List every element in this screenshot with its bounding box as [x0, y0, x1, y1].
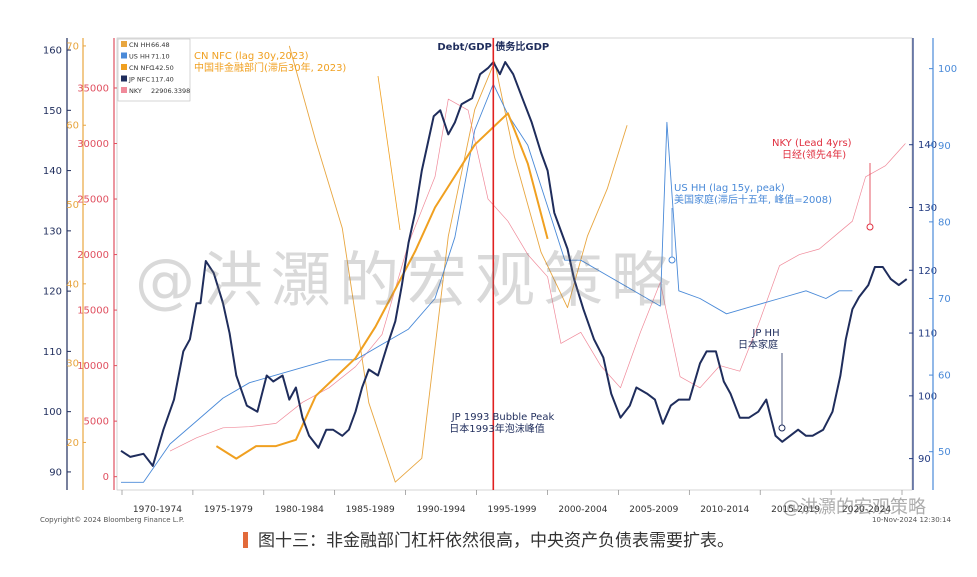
nky_axis-tick-label: 25000: [77, 195, 109, 206]
cn_hh_axis-tick-label: 30: [66, 359, 79, 370]
jp_hh_axis-tick-label: 90: [49, 467, 62, 478]
x-tick-label: 1980-1984: [275, 505, 324, 515]
x-tick-label: 2010-2014: [700, 505, 749, 515]
us_hh_axis-tick-label: 50: [938, 447, 951, 458]
legend-swatch: [121, 41, 127, 47]
legend-name: CN NFC: [129, 64, 154, 72]
nky-marker: [866, 223, 874, 231]
jp_hh_axis-tick-label: 160: [43, 46, 62, 57]
legend-swatch: [121, 52, 127, 59]
caption-text: 图十三：非金融部门杠杆依然很高，中央资产负债表需要扩表。: [258, 531, 734, 551]
us-hh-marker: [668, 256, 676, 264]
chart-title: Debt/GDP 债务比GDP: [437, 40, 549, 53]
cn-nfc-leader: [377, 75, 401, 231]
series-line-us-hh: [121, 83, 853, 483]
x-tick-label: 1970-1974: [133, 505, 182, 515]
caption-accent-bar: [243, 532, 248, 548]
nky_axis-tick-label: 35000: [77, 83, 109, 94]
us-hh-label-en: US HH (lag 15y, peak): [674, 183, 785, 194]
nky_axis-tick-label: 15000: [77, 306, 109, 317]
us_hh_axis-tick-label: 90: [938, 141, 951, 152]
cn_hh_axis-tick-label: 50: [66, 200, 79, 211]
x-tick-label: 2015-2019: [771, 505, 820, 515]
jp_hh_axis-tick-label: 150: [43, 106, 62, 117]
series-line-nky: [169, 98, 906, 452]
jp_hh_axis-tick-label: 140: [43, 166, 62, 177]
legend-value: 22906.3398: [151, 87, 190, 95]
legend-swatch: [121, 87, 127, 93]
x-tick-label: 1985-1989: [346, 505, 395, 515]
jp_hh_axis-tick-label: 120: [43, 287, 62, 298]
nfc_axis-tick-label: 120: [918, 266, 937, 277]
legend-value: 71.10: [151, 53, 170, 61]
watermark-small: @洪灝的宏观策略: [782, 497, 926, 518]
legend-name: JP NFC: [128, 76, 151, 84]
x-tick-label: 2020-2024: [842, 505, 891, 515]
jp-hh-label-en: JP HH: [751, 328, 779, 339]
legend-name: NKY: [129, 87, 142, 95]
nky_axis-tick-label: 5000: [84, 417, 109, 428]
nky_axis-tick-label: 30000: [77, 139, 109, 150]
x-tick-label: 2005-2009: [629, 505, 678, 515]
jp-bubble-label-en: JP 1993 Bubble Peak: [451, 412, 555, 423]
nfc_axis-tick-label: 100: [918, 391, 937, 402]
x-tick-label: 1990-1994: [417, 505, 466, 515]
timestamp-text: 10-Nov-2024 12:30:14: [872, 516, 951, 524]
nky-label-cn: 日经(领先4年): [782, 148, 846, 161]
legend-name: US HH: [129, 53, 150, 61]
us_hh_axis-tick-label: 70: [938, 294, 951, 305]
nky_axis-tick-label: 0: [103, 472, 109, 483]
cn_hh_axis-tick-label: 60: [66, 121, 79, 132]
plot-area: [116, 37, 913, 491]
nfc_axis-tick-label: 130: [918, 203, 937, 214]
nfc_axis-tick-label: 140: [918, 140, 937, 151]
nfc_axis-tick-label: 110: [918, 329, 937, 340]
legend-value: 142.50: [151, 64, 174, 72]
us_hh_axis-tick-label: 100: [938, 64, 957, 75]
legend-swatch: [121, 75, 127, 82]
legend-swatch: [121, 64, 127, 70]
jp_hh_axis-tick-label: 100: [43, 407, 62, 418]
legend-name: CN HH: [129, 41, 150, 49]
nky-label-en: NKY (Lead 4yrs): [772, 138, 852, 149]
cn-nfc-label-cn: 中国非金融部门(滞后30年, 2023): [194, 61, 346, 74]
series-line-cn-nfc: [215, 112, 549, 460]
jp-bubble-label-cn: 日本1993年泡沫峰值: [449, 422, 544, 435]
x-tick-label: 1975-1979: [204, 505, 253, 515]
cn_hh_axis-tick-label: 40: [66, 279, 79, 290]
legend-value: 66.48: [151, 41, 170, 49]
copyright-text: Copyright© 2024 Bloomberg Finance L.P.: [40, 516, 185, 524]
nky_axis-tick-label: 10000: [77, 361, 109, 372]
x-tick-label: 2000-2004: [558, 505, 607, 515]
us_hh_axis-tick-label: 80: [938, 217, 951, 228]
jp_hh_axis-tick-label: 110: [43, 347, 62, 358]
cn_hh_axis-tick-label: 20: [66, 438, 79, 449]
legend-box: [117, 38, 191, 102]
jp-hh-marker: [778, 424, 786, 432]
series-line-jp-hh: [120, 61, 908, 467]
us_hh_axis-tick-label: 60: [938, 371, 951, 382]
x-tick-label: 1995-1999: [487, 505, 536, 515]
nfc_axis-tick-label: 90: [918, 454, 931, 465]
figure-caption: 图十三：非金融部门杠杆依然很高，中央资产负债表需要扩表。: [0, 526, 977, 556]
us-hh-label-cn: 美国家庭(滞后十五年, 峰值=2008): [674, 193, 832, 206]
cn_hh_axis-tick-label: 70: [66, 41, 79, 52]
jp_hh_axis-tick-label: 130: [43, 226, 62, 237]
cn-nfc-label-en: CN NFC (lag 30y,2023): [194, 51, 309, 62]
debt-gdp-chart: 1970-1974 1975-1979 1980-1984 1985-1989 1990…: [42, 37, 958, 515]
legend-value: 117.40: [151, 76, 174, 84]
watermark: @洪灝的宏观策略: [135, 246, 679, 316]
nky_axis-tick-label: 20000: [77, 250, 109, 261]
jp-hh-label-cn: 日本家庭: [738, 338, 778, 351]
